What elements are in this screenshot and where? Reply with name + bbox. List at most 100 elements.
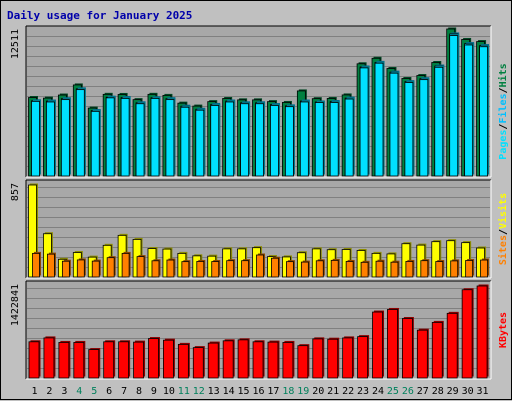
kbytes-bar-face xyxy=(476,285,488,379)
x-tick-label: 25 xyxy=(387,386,399,397)
pages-bar-face xyxy=(434,66,444,177)
sites-bar xyxy=(286,260,295,278)
sites-bar xyxy=(136,255,146,278)
kbytes-bar xyxy=(446,311,459,379)
kbytes-max-label: 1422841 xyxy=(10,284,21,326)
sites-bar xyxy=(32,251,41,278)
sites-bar-face xyxy=(435,261,444,278)
kbytes-bar-face xyxy=(237,339,249,379)
pages-bar-face xyxy=(150,98,160,177)
kbytes-bar-face xyxy=(387,309,398,379)
pages-bar-face xyxy=(240,103,249,177)
sites-bar xyxy=(47,252,56,278)
pages-bar-face xyxy=(210,105,220,177)
x-tick-label: 14 xyxy=(223,386,235,397)
x-tick-label: 30 xyxy=(462,386,474,397)
pages-bar xyxy=(270,104,280,177)
kbytes-bar xyxy=(461,288,474,379)
x-tick-label: 13 xyxy=(208,386,220,397)
sites-bar xyxy=(196,259,206,278)
sites-bar xyxy=(91,259,101,278)
pages-bar xyxy=(195,108,206,177)
pages-bar xyxy=(329,101,340,177)
kbytes-bar xyxy=(401,317,414,379)
pages-bar-face xyxy=(299,101,309,177)
kbytes-bar xyxy=(133,340,146,379)
sites-bar-face xyxy=(286,261,294,278)
x-tick-label: 1 xyxy=(31,386,37,397)
kbytes-bar-face xyxy=(342,337,354,379)
pages-bar xyxy=(479,45,490,177)
pages-bar xyxy=(404,81,415,177)
pages-bar-face xyxy=(329,102,339,177)
sites-bar-face xyxy=(390,261,399,278)
kbytes-bar xyxy=(387,307,399,379)
x-tick-label: 28 xyxy=(432,386,444,397)
pages-bar xyxy=(31,99,41,177)
x-tick-label: 18 xyxy=(282,386,294,397)
sites-bar-face xyxy=(241,260,249,278)
kbytes-bar xyxy=(148,337,160,379)
pages-bar-face xyxy=(60,99,70,177)
pages-bar xyxy=(359,66,370,177)
kbytes-bar-face xyxy=(461,289,473,379)
kbytes-bar xyxy=(297,344,310,379)
kbytes-bar xyxy=(431,320,444,379)
sites-bar xyxy=(211,260,221,278)
x-tick-label: 16 xyxy=(252,386,264,397)
sites-bar-face xyxy=(32,252,40,278)
pages-bar xyxy=(434,65,445,177)
kbytes-bar xyxy=(103,340,116,379)
pages-bar-face xyxy=(479,46,488,177)
pages-bar xyxy=(344,97,355,177)
kbytes-bar-face xyxy=(401,318,413,379)
sites-bar-face xyxy=(211,261,220,278)
sites-bar-face xyxy=(345,261,354,278)
pages-bar-face xyxy=(135,103,145,177)
x-tick-label: 2 xyxy=(46,386,52,397)
hits-legend-entry: Pages xyxy=(498,130,509,160)
kbytes-bar-face xyxy=(222,340,234,379)
kbytes-bar-face xyxy=(252,341,264,379)
kbytes-bar-face xyxy=(297,345,309,379)
pages-bar-face xyxy=(344,98,354,177)
sites-bar-face xyxy=(375,260,384,278)
kbytes-bar xyxy=(163,338,175,379)
pages-bar-face xyxy=(404,82,414,177)
sites-bar-face xyxy=(405,261,414,278)
kbytes-bar-face xyxy=(267,341,279,379)
hits-max-label: 12511 xyxy=(10,29,21,59)
kbytes-bar xyxy=(282,340,295,379)
sites-bar-face xyxy=(166,259,175,278)
sites-bar-face xyxy=(271,257,279,278)
x-tick-label: 7 xyxy=(121,386,127,397)
visits-legend-entry: / xyxy=(498,229,509,235)
pages-bar xyxy=(60,98,71,177)
x-tick-label: 17 xyxy=(267,386,279,397)
kbytes-bar-face xyxy=(73,342,85,379)
kbytes-bar-face xyxy=(148,338,159,379)
pages-bar xyxy=(90,109,101,177)
x-tick-label: 20 xyxy=(312,386,324,397)
pages-bar-face xyxy=(285,106,294,177)
sites-bar-face xyxy=(91,260,100,278)
x-tick-label: 6 xyxy=(106,386,112,397)
sites-bar xyxy=(226,259,236,278)
x-tick-label: 23 xyxy=(357,386,369,397)
pages-bar xyxy=(464,43,475,177)
pages-bar xyxy=(210,104,221,177)
pages-bar-face xyxy=(105,97,115,177)
sites-bar-face xyxy=(76,259,85,278)
x-tick-label: 10 xyxy=(163,386,175,397)
kbytes-bar-face xyxy=(177,343,189,379)
pages-bar-face xyxy=(419,79,429,177)
kbytes-bar xyxy=(222,339,235,379)
kbytes-bar xyxy=(237,338,250,379)
x-tick-label: 29 xyxy=(447,386,459,397)
kbytes-bar xyxy=(476,284,489,379)
hits-legend-entry: / xyxy=(498,124,509,130)
pages-bar xyxy=(105,96,116,177)
sites-bar xyxy=(300,260,310,278)
kbytes-bar-face xyxy=(207,342,219,379)
sites-bar xyxy=(480,258,490,278)
